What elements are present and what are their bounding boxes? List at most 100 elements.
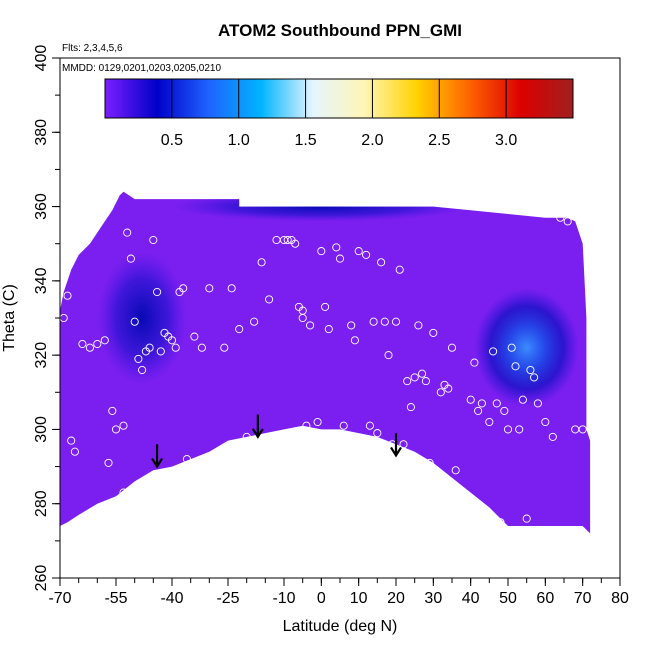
data-point (63, 291, 72, 300)
data-point (518, 395, 527, 404)
data-point (235, 325, 244, 334)
x-tick-label: 80 (611, 590, 629, 607)
field-background (60, 191, 591, 534)
data-point (459, 495, 468, 505)
data-point (421, 377, 430, 386)
chart-title: ATOM2 Southbound PPN_GMI (218, 21, 462, 40)
x-tick-label: 50 (499, 590, 517, 607)
data-point (414, 321, 423, 330)
data-point (391, 317, 401, 326)
x-tick-label: 60 (536, 590, 554, 607)
data-point (477, 399, 486, 408)
data-point (100, 336, 109, 345)
data-point (399, 440, 408, 449)
y-tick-label: 260 (33, 565, 50, 592)
data-point (444, 384, 453, 393)
data-point (522, 514, 531, 523)
data-point (380, 317, 389, 326)
data-point (347, 321, 356, 330)
y-axis: 260 280 300 320 340 360 380 400 (33, 45, 60, 592)
data-point (283, 235, 292, 245)
arrow-marker (251, 414, 264, 439)
data-point (302, 421, 311, 430)
data-point (265, 295, 274, 304)
x-tick-label: -40 (160, 590, 183, 607)
data-point (332, 243, 341, 252)
data-point (369, 317, 378, 326)
y-tick-label: 400 (33, 45, 50, 72)
arrow-marker (151, 444, 163, 469)
data-point (85, 343, 94, 352)
data-point (496, 518, 505, 527)
x-tick-label: 30 (424, 590, 442, 607)
y-tick-label: 300 (33, 416, 50, 443)
y-tick-label: 280 (33, 490, 50, 517)
data-point (104, 458, 113, 467)
data-point (418, 369, 427, 378)
x-tick-label: -70 (48, 590, 71, 607)
data-point (119, 488, 128, 497)
data-point (197, 343, 206, 352)
data-point (156, 347, 165, 356)
data-point (485, 417, 494, 427)
data-point (167, 336, 177, 345)
data-point (373, 429, 382, 438)
y-axis-label: Theta (C) (1, 284, 18, 352)
data-point (335, 254, 345, 263)
data-point (153, 287, 162, 297)
data-point (410, 373, 419, 382)
colorbar-tick-label: 2.5 (428, 132, 450, 149)
data-point (406, 403, 415, 412)
data-point (324, 325, 333, 334)
colorbar-tick-label: 0.5 (161, 132, 183, 149)
data-point (489, 347, 498, 356)
x-tick-label: 20 (387, 590, 405, 607)
data-point (145, 343, 154, 352)
data-point (403, 377, 412, 386)
data-point (548, 432, 557, 441)
y-tick-label: 340 (33, 267, 50, 294)
x-tick-label: 70 (574, 590, 592, 607)
data-point (123, 228, 132, 237)
colorbar-tick-label: 1.5 (294, 132, 316, 149)
data-point (93, 339, 102, 349)
data-point (130, 317, 139, 326)
arrows-layer (151, 414, 402, 469)
enhancement-top (172, 191, 471, 222)
y-tick-label: 380 (33, 119, 50, 146)
x-axis-label: Latitude (deg N) (283, 618, 398, 635)
data-point (220, 343, 229, 352)
enhancement-south (97, 251, 187, 385)
data-point (205, 284, 214, 293)
arrow-marker (390, 433, 402, 458)
data-point (306, 321, 315, 330)
data-point (190, 332, 199, 341)
data-point (515, 425, 524, 434)
data-point (350, 336, 359, 345)
data-point (429, 328, 438, 337)
data-point (171, 343, 180, 352)
data-point (474, 406, 483, 415)
data-point (563, 217, 572, 226)
data-point (451, 466, 460, 475)
data-point (78, 339, 87, 349)
data-point (541, 417, 550, 427)
colorbar-gradient (104, 78, 574, 119)
data-point (433, 477, 442, 486)
data-point (134, 354, 143, 363)
data-point (298, 313, 307, 323)
data-point (377, 258, 386, 267)
data-point (500, 406, 509, 415)
data-point (115, 495, 124, 505)
data-point (182, 455, 191, 464)
data-point (242, 432, 251, 441)
x-tick-label: 10 (350, 590, 368, 607)
data-point (578, 425, 587, 434)
colorbar-tick-label: 3.0 (495, 132, 517, 149)
data-point (354, 247, 363, 256)
data-point (425, 458, 434, 467)
data-point (447, 343, 457, 352)
colorbar-tick-label: 2.0 (361, 132, 383, 149)
data-point (111, 425, 121, 434)
